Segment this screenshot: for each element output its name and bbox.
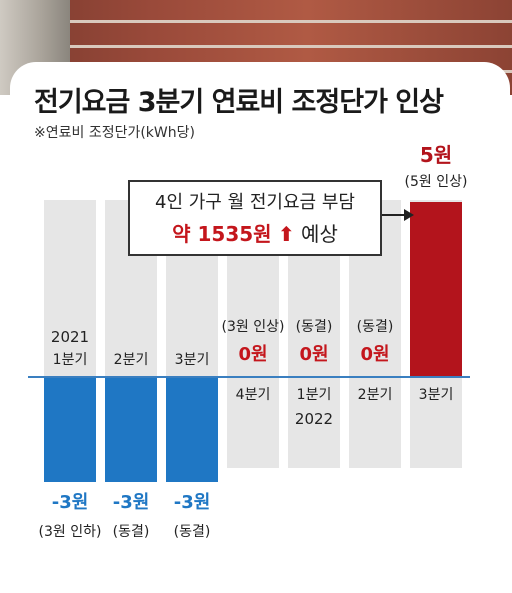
category-label: 2분기 — [358, 387, 393, 403]
data-label: 5원 — [420, 143, 452, 167]
callout-amount: 약 1535원 — [172, 222, 272, 246]
note-label: (5원 인상) — [405, 174, 468, 190]
category-label: 1분기 — [297, 387, 332, 403]
data-label: -3원 — [174, 492, 211, 513]
callout-line2: 약 1535원 ⬆ 예상 — [130, 218, 380, 247]
data-label: -3원 — [113, 492, 150, 513]
callout-line1: 4인 가구 월 전기요금 부담 — [155, 192, 355, 213]
category-label: 4분기 — [236, 387, 271, 403]
category-label: 3분기 — [419, 387, 454, 403]
note-label: (동결) — [113, 524, 150, 540]
note-label: (3원 인하) — [39, 524, 102, 540]
note-label: (동결) — [296, 319, 333, 335]
chart-subtitle: ※연료비 조정단가(kWh당) — [34, 125, 195, 141]
data-label: -3원 — [52, 492, 89, 513]
year-label: 2022 — [295, 410, 333, 428]
category-label: 1분기 — [53, 352, 88, 368]
callout-suffix: 예상 — [301, 222, 338, 246]
page-title: 전기요금 3분기 연료비 조정단가 인상 — [34, 87, 444, 118]
callout-arrowhead — [404, 209, 414, 221]
bar — [410, 202, 462, 377]
callout-box: 4인 가구 월 전기요금 부담 약 1535원 ⬆ 예상 — [128, 180, 382, 256]
data-label: 0원 — [360, 344, 389, 365]
category-label: 3분기 — [175, 352, 210, 368]
note-label: (3원 인상) — [222, 319, 285, 335]
bar — [105, 377, 157, 482]
category-label: 2분기 — [114, 352, 149, 368]
data-label: 0원 — [299, 344, 328, 365]
up-arrow-icon: ⬆ — [277, 222, 295, 246]
bar — [44, 377, 96, 482]
year-label: 2021 — [51, 328, 89, 346]
note-label: (동결) — [174, 524, 211, 540]
bar — [166, 377, 218, 482]
note-label: (동결) — [357, 319, 394, 335]
data-label: 0원 — [238, 344, 267, 365]
